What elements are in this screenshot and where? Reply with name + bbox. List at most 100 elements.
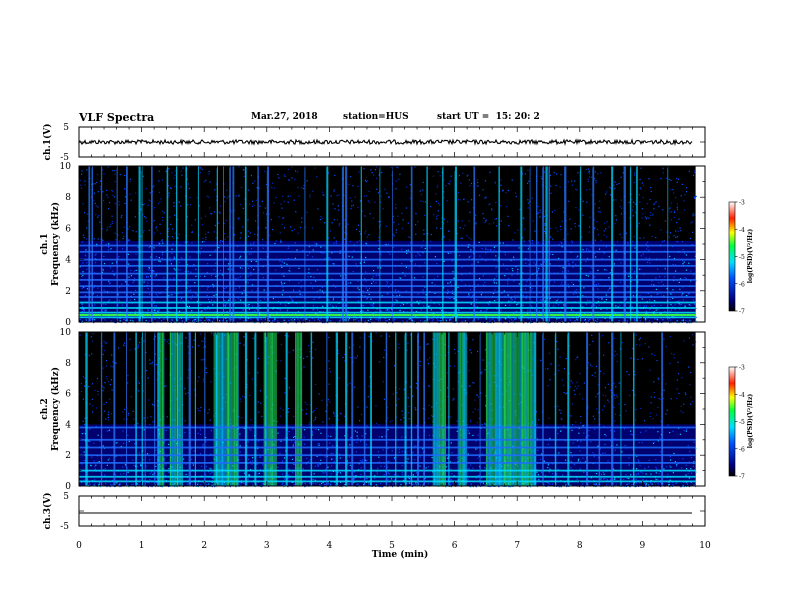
- noise-speck: [450, 479, 452, 481]
- noise-speck: [462, 228, 465, 230]
- noise-speck: [106, 189, 108, 191]
- noise-speck: [676, 388, 678, 390]
- noise-speck: [653, 441, 655, 444]
- noise-speck: [609, 315, 611, 317]
- noise-speck: [265, 227, 267, 229]
- noise-speck: [287, 322, 289, 324]
- noise-speck: [238, 416, 240, 418]
- noise-speck: [173, 177, 175, 179]
- noise-speck: [318, 393, 320, 395]
- noise-speck: [81, 173, 83, 175]
- noise-speck: [111, 222, 114, 224]
- noise-speck: [595, 365, 598, 368]
- noise-speck: [605, 228, 607, 230]
- noise-speck: [655, 472, 657, 474]
- noise-speck: [431, 406, 433, 408]
- noise-speck: [464, 320, 466, 322]
- noise-speck: [574, 290, 576, 292]
- noise-speck: [127, 238, 129, 241]
- noise-speck: [143, 340, 145, 342]
- noise-speck: [695, 280, 697, 282]
- noise-speck: [387, 282, 389, 284]
- noise-speck: [117, 484, 120, 486]
- noise-speck: [537, 269, 539, 271]
- noise-speck: [158, 260, 160, 262]
- noise-speck: [543, 261, 545, 263]
- noise-speck: [604, 443, 606, 445]
- noise-speck: [456, 248, 458, 250]
- noise-speck: [249, 461, 252, 463]
- noise-speck: [603, 354, 605, 356]
- noise-speck: [477, 409, 479, 411]
- noise-speck: [94, 254, 96, 256]
- noise-speck: [575, 188, 577, 190]
- noise-speck: [437, 315, 439, 317]
- noise-speck: [359, 420, 361, 422]
- noise-speck: [103, 289, 105, 291]
- noise-speck: [104, 410, 106, 412]
- noise-speck: [436, 262, 438, 265]
- noise-speck: [190, 271, 192, 273]
- noise-speck: [694, 171, 696, 173]
- noise-speck: [119, 240, 121, 242]
- noise-speck: [284, 437, 286, 439]
- noise-speck: [220, 205, 222, 207]
- noise-speck: [178, 233, 180, 235]
- noise-speck: [676, 236, 679, 238]
- noise-speck: [639, 482, 641, 484]
- noise-speck: [670, 398, 672, 400]
- noise-speck: [156, 482, 158, 484]
- noise-speck: [517, 268, 519, 270]
- noise-speck: [578, 280, 580, 282]
- noise-speck: [213, 486, 216, 488]
- noise-speck: [108, 243, 110, 245]
- noise-speck: [519, 208, 521, 211]
- noise-speck: [380, 195, 382, 197]
- noise-speck: [518, 283, 520, 285]
- noise-speck: [454, 352, 456, 354]
- noise-speck: [203, 240, 205, 243]
- noise-speck: [423, 233, 425, 235]
- noise-speck: [495, 201, 497, 204]
- noise-speck: [277, 332, 279, 334]
- noise-speck: [97, 191, 99, 193]
- noise-speck: [549, 483, 551, 485]
- noise-speck: [419, 348, 421, 350]
- noise-speck: [669, 322, 671, 324]
- noise-speck: [174, 174, 176, 176]
- noise-speck: [146, 481, 148, 483]
- noise-speck: [201, 310, 203, 312]
- noise-speck: [280, 309, 282, 311]
- ch1-colorbar: -3-4-5-6-7 log(PSD)(V²/Hz): [728, 200, 754, 316]
- noise-speck: [257, 448, 259, 450]
- noise-speck: [694, 255, 696, 257]
- noise-speck: [234, 299, 236, 301]
- noise-speck: [429, 322, 431, 324]
- noise-speck: [556, 318, 558, 320]
- noise-speck: [137, 246, 139, 248]
- noise-speck: [560, 241, 562, 243]
- noise-speck: [106, 194, 108, 196]
- noise-speck: [598, 207, 600, 209]
- noise-speck: [472, 207, 474, 209]
- noise-speck: [650, 283, 653, 285]
- noise-speck: [146, 276, 148, 278]
- noise-speck: [149, 459, 151, 461]
- noise-speck: [335, 242, 337, 244]
- noise-speck: [293, 415, 295, 418]
- noise-speck: [305, 412, 307, 415]
- noise-speck: [563, 238, 565, 240]
- noise-speck: [443, 260, 445, 262]
- noise-speck: [108, 411, 110, 413]
- noise-speck: [530, 436, 532, 438]
- noise-speck: [81, 310, 83, 312]
- noise-speck: [648, 178, 650, 180]
- noise-speck: [605, 191, 608, 193]
- sferic-line: [197, 166, 199, 322]
- noise-speck: [434, 256, 436, 258]
- noise-speck: [655, 309, 657, 311]
- noise-speck: [531, 288, 533, 290]
- noise-speck: [237, 298, 239, 300]
- noise-speck: [334, 415, 336, 417]
- noise-speck: [153, 309, 155, 312]
